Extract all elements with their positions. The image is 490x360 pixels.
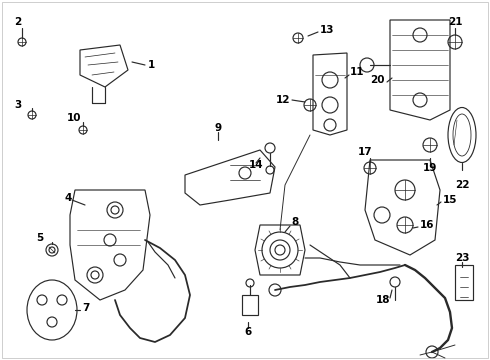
Text: 23: 23 bbox=[455, 253, 469, 263]
Text: 17: 17 bbox=[358, 147, 372, 157]
Text: 1: 1 bbox=[148, 60, 155, 70]
Text: 3: 3 bbox=[14, 100, 22, 110]
Text: 22: 22 bbox=[455, 180, 469, 190]
Text: 4: 4 bbox=[64, 193, 72, 203]
Text: 13: 13 bbox=[320, 25, 335, 35]
Text: 11: 11 bbox=[350, 67, 365, 77]
Text: 14: 14 bbox=[249, 160, 263, 170]
Text: 9: 9 bbox=[215, 123, 221, 133]
Text: 21: 21 bbox=[448, 17, 462, 27]
Text: 8: 8 bbox=[292, 217, 298, 227]
Text: 19: 19 bbox=[423, 163, 437, 173]
Text: 16: 16 bbox=[420, 220, 435, 230]
Text: 2: 2 bbox=[14, 17, 22, 27]
Text: 18: 18 bbox=[376, 295, 390, 305]
Bar bbox=[242, 295, 258, 315]
Text: 15: 15 bbox=[443, 195, 458, 205]
Text: 5: 5 bbox=[36, 233, 44, 243]
Text: 12: 12 bbox=[275, 95, 290, 105]
Text: 20: 20 bbox=[370, 75, 385, 85]
Text: 10: 10 bbox=[67, 113, 81, 123]
Text: 6: 6 bbox=[245, 327, 252, 337]
Bar bbox=[455, 265, 473, 300]
Text: 7: 7 bbox=[82, 303, 89, 313]
